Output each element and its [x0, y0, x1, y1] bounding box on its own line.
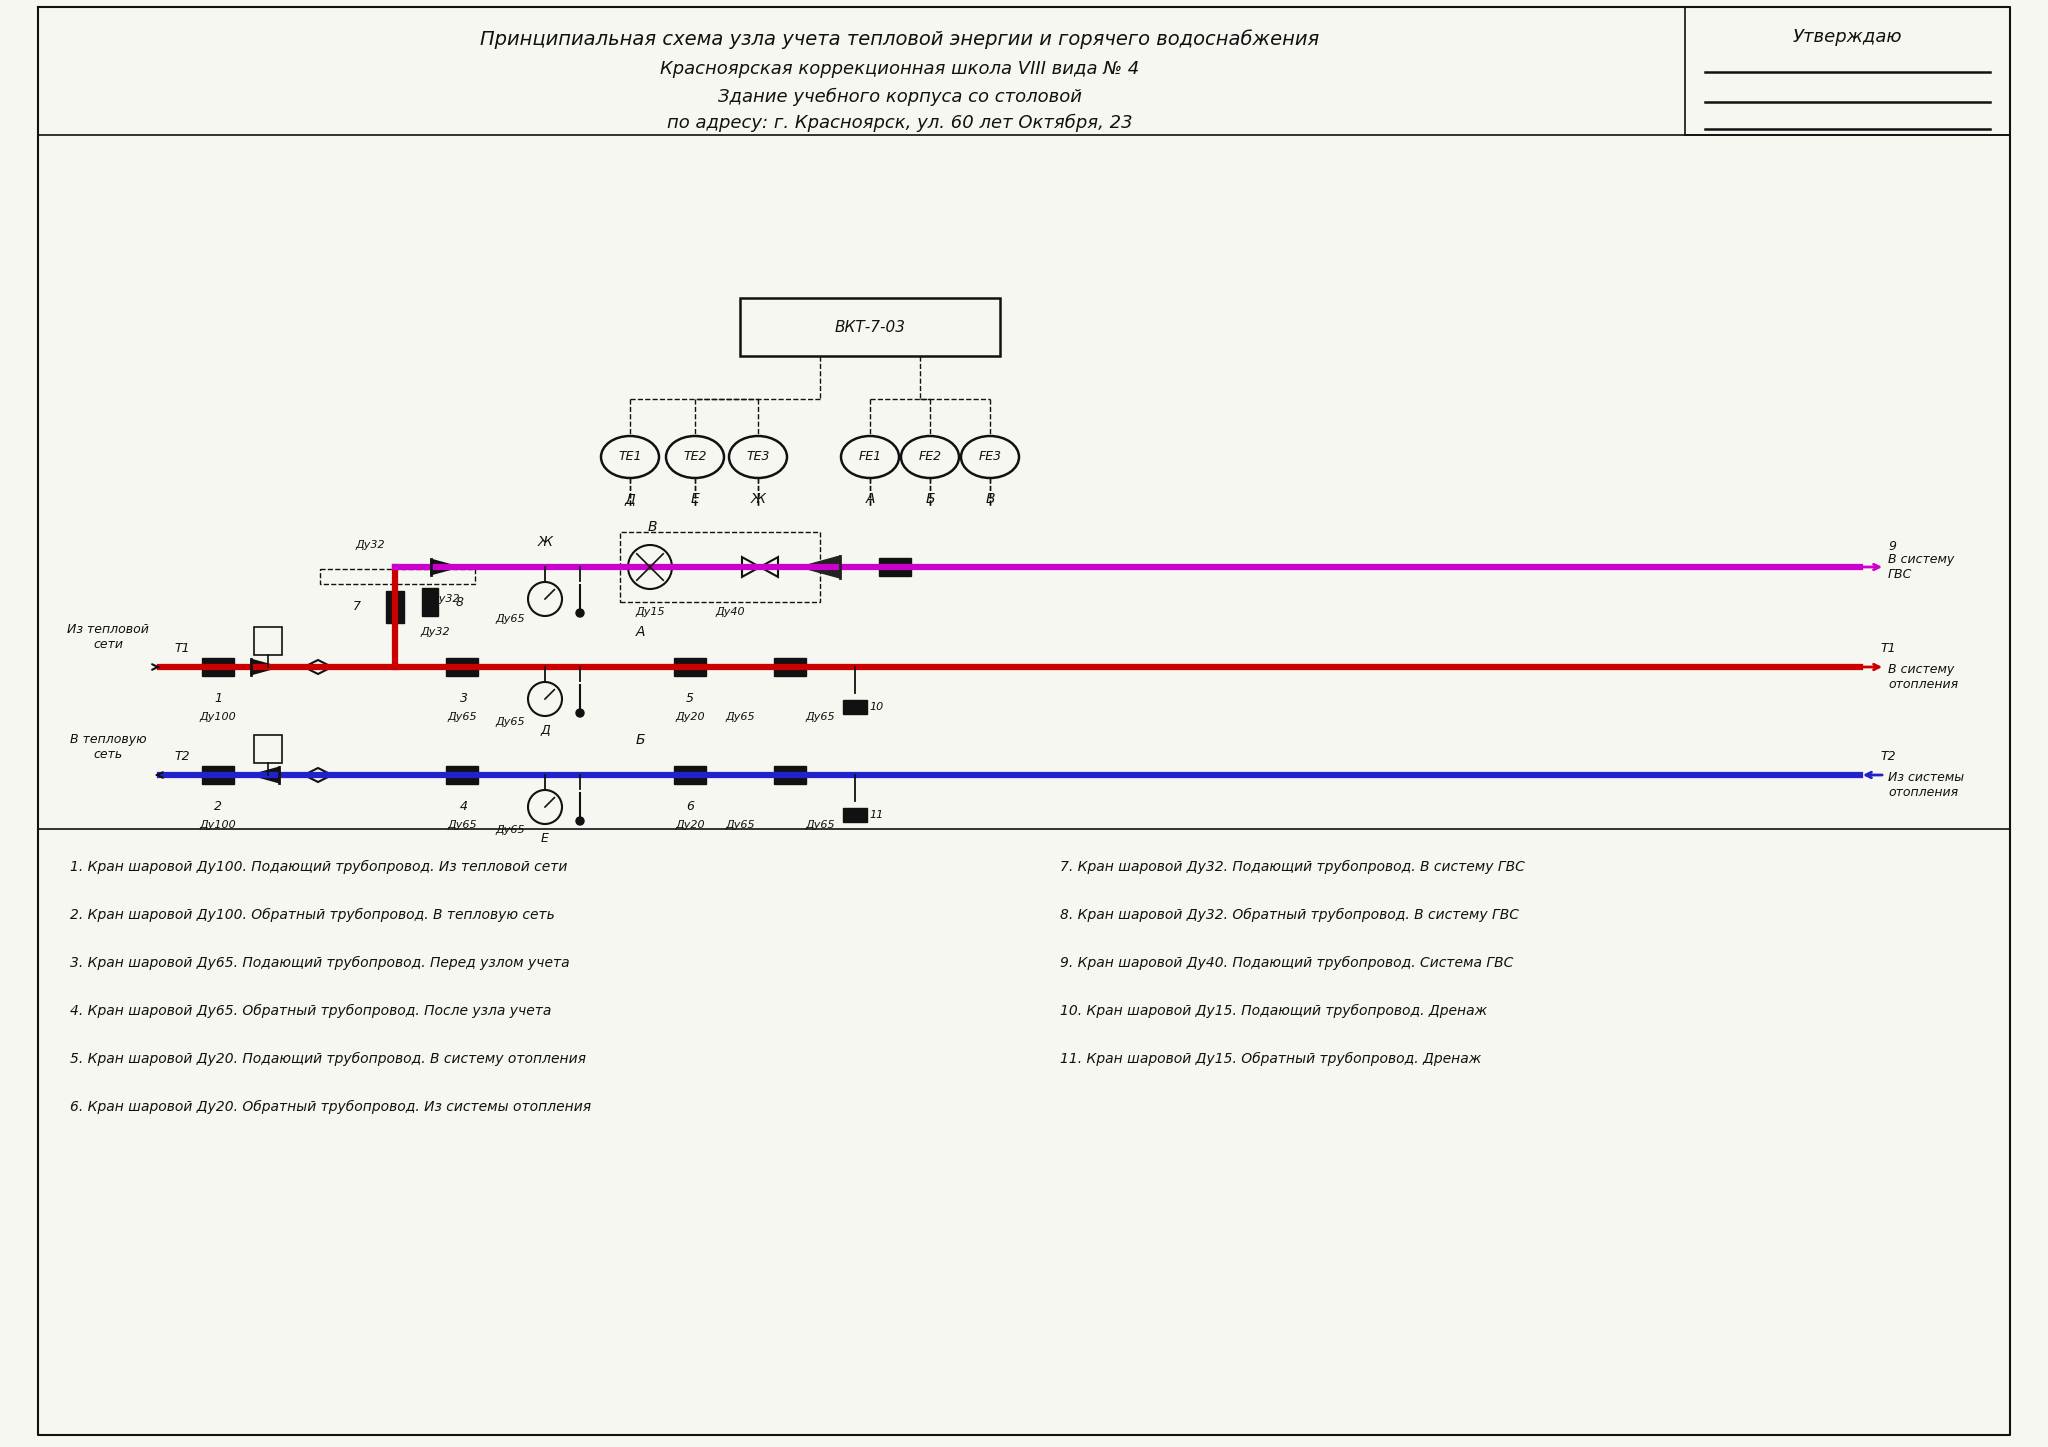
Text: В систему
отопления: В систему отопления: [1888, 663, 1958, 692]
Text: Ду65: Ду65: [496, 716, 524, 726]
Text: Ду65: Ду65: [496, 825, 524, 835]
Text: Ду65: Ду65: [805, 712, 836, 722]
Polygon shape: [430, 560, 459, 574]
Bar: [621, 532, 819, 602]
Polygon shape: [387, 590, 403, 624]
Text: Ду32: Ду32: [420, 627, 451, 637]
Text: Ду65: Ду65: [725, 820, 756, 831]
Text: Ду65: Ду65: [446, 712, 477, 722]
Text: Е: Е: [541, 832, 549, 845]
Text: ВКТ-7-03: ВКТ-7-03: [834, 320, 905, 334]
Text: FE2: FE2: [918, 450, 942, 463]
Text: 4: 4: [461, 800, 469, 813]
Text: 1: 1: [213, 693, 221, 706]
Text: T1: T1: [174, 642, 190, 655]
Text: Ду65: Ду65: [446, 820, 477, 831]
Text: Ж: Ж: [750, 492, 766, 506]
Text: Б: Б: [635, 734, 645, 747]
Text: 10. Кран шаровой Ду15. Подающий трубопровод. Дренаж: 10. Кран шаровой Ду15. Подающий трубопро…: [1061, 1004, 1487, 1019]
Circle shape: [575, 609, 584, 616]
Text: 11: 11: [870, 810, 885, 820]
Text: 1. Кран шаровой Ду100. Подающий трубопровод. Из тепловой сети: 1. Кран шаровой Ду100. Подающий трубопро…: [70, 860, 567, 874]
Text: В систему
ГВС: В систему ГВС: [1888, 553, 1954, 582]
Text: Ду15: Ду15: [635, 606, 666, 616]
Text: 5. Кран шаровой Ду20. Подающий трубопровод. В систему отопления: 5. Кран шаровой Ду20. Подающий трубопров…: [70, 1052, 586, 1066]
Text: TE2: TE2: [684, 450, 707, 463]
Polygon shape: [879, 559, 911, 576]
Text: Принципиальная схема узла учета тепловой энергии и горячего водоснабжения: Принципиальная схема узла учета тепловой…: [481, 29, 1319, 49]
Bar: [254, 627, 283, 655]
Bar: [739, 298, 999, 356]
Text: Ж: Ж: [537, 535, 553, 548]
Text: Из тепловой
сети: Из тепловой сети: [68, 624, 150, 651]
Text: Д: Д: [625, 492, 635, 506]
Text: TE3: TE3: [745, 450, 770, 463]
Text: В: В: [985, 492, 995, 506]
Polygon shape: [774, 767, 807, 784]
Polygon shape: [844, 809, 866, 822]
Text: 3: 3: [461, 693, 469, 706]
Polygon shape: [674, 658, 707, 676]
Text: 3. Кран шаровой Ду65. Подающий трубопровод. Перед узлом учета: 3. Кран шаровой Ду65. Подающий трубопров…: [70, 956, 569, 969]
Text: Д: Д: [541, 724, 549, 737]
Text: 10: 10: [870, 702, 885, 712]
Text: Ду65: Ду65: [805, 820, 836, 831]
Text: Из системы
отопления: Из системы отопления: [1888, 771, 1964, 799]
Text: FE1: FE1: [858, 450, 881, 463]
Bar: [254, 735, 283, 763]
Text: Е: Е: [690, 492, 698, 506]
Text: Ду32: Ду32: [354, 540, 385, 550]
Polygon shape: [446, 658, 477, 676]
Text: 5: 5: [686, 693, 694, 706]
Text: 7: 7: [352, 601, 360, 614]
Text: В тепловую
сеть: В тепловую сеть: [70, 734, 145, 761]
Text: В: В: [647, 519, 657, 534]
Polygon shape: [422, 587, 438, 616]
Text: 8. Кран шаровой Ду32. Обратный трубопровод. В систему ГВС: 8. Кран шаровой Ду32. Обратный трубопров…: [1061, 907, 1520, 922]
Circle shape: [575, 709, 584, 718]
Text: Красноярская коррекционная школа VIII вида № 4: Красноярская коррекционная школа VIII ви…: [659, 59, 1139, 78]
Text: T2: T2: [174, 751, 190, 764]
Bar: [319, 569, 475, 585]
Text: Утверждаю: Утверждаю: [1792, 27, 1903, 46]
Text: 2: 2: [213, 800, 221, 813]
Text: А: А: [864, 492, 874, 506]
Text: Ду65: Ду65: [496, 614, 524, 624]
Text: Здание учебного корпуса со столовой: Здание учебного корпуса со столовой: [719, 88, 1081, 106]
Text: А: А: [635, 625, 645, 640]
Text: FE3: FE3: [979, 450, 1001, 463]
Text: TE1: TE1: [618, 450, 641, 463]
Text: 7. Кран шаровой Ду32. Подающий трубопровод. В систему ГВС: 7. Кран шаровой Ду32. Подающий трубопров…: [1061, 860, 1526, 874]
Text: Ду20: Ду20: [676, 712, 705, 722]
Polygon shape: [446, 767, 477, 784]
Text: 8: 8: [457, 596, 465, 609]
Text: 11. Кран шаровой Ду15. Обратный трубопровод. Дренаж: 11. Кран шаровой Ду15. Обратный трубопро…: [1061, 1052, 1481, 1066]
Polygon shape: [203, 767, 233, 784]
Polygon shape: [844, 700, 866, 713]
Text: по адресу: г. Красноярск, ул. 60 лет Октября, 23: по адресу: г. Красноярск, ул. 60 лет Окт…: [668, 114, 1133, 132]
Text: Ду20: Ду20: [676, 820, 705, 831]
Text: 9. Кран шаровой Ду40. Подающий трубопровод. Система ГВС: 9. Кран шаровой Ду40. Подающий трубопров…: [1061, 956, 1513, 969]
Circle shape: [575, 818, 584, 825]
Text: Ду40: Ду40: [715, 606, 745, 616]
Polygon shape: [252, 660, 279, 674]
Polygon shape: [801, 556, 840, 577]
Text: Ду32: Ду32: [430, 593, 461, 603]
Polygon shape: [774, 658, 807, 676]
Polygon shape: [203, 658, 233, 676]
Text: 4. Кран шаровой Ду65. Обратный трубопровод. После узла учета: 4. Кран шаровой Ду65. Обратный трубопров…: [70, 1004, 551, 1019]
Text: Б: Б: [926, 492, 934, 506]
Text: Ду100: Ду100: [199, 712, 236, 722]
Text: Ду100: Ду100: [199, 820, 236, 831]
Polygon shape: [252, 767, 279, 783]
Polygon shape: [674, 767, 707, 784]
Text: Ду65: Ду65: [725, 712, 756, 722]
Text: 6. Кран шаровой Ду20. Обратный трубопровод. Из системы отопления: 6. Кран шаровой Ду20. Обратный трубопров…: [70, 1100, 592, 1114]
Text: 6: 6: [686, 800, 694, 813]
Text: T2: T2: [1880, 751, 1896, 764]
Text: 9: 9: [1888, 541, 1896, 554]
Text: 2. Кран шаровой Ду100. Обратный трубопровод. В тепловую сеть: 2. Кран шаровой Ду100. Обратный трубопро…: [70, 907, 555, 922]
Text: T1: T1: [1880, 642, 1896, 655]
